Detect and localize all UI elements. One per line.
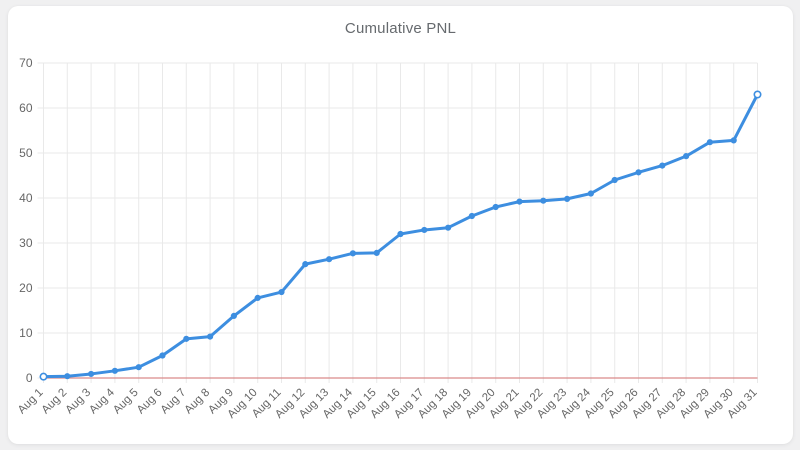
data-point-marker: [135, 364, 142, 371]
data-point-marker: [445, 224, 452, 231]
data-point-marker: [730, 137, 737, 144]
data-point-marker: [468, 212, 475, 220]
data-point-marker: [635, 169, 642, 176]
data-point-marker: [753, 90, 762, 99]
data-point-marker: [611, 176, 618, 184]
x-tick-label: Aug 4: [87, 386, 117, 416]
data-point-marker: [230, 312, 237, 319]
y-tick-label: 10: [19, 326, 33, 340]
data-point-marker: [207, 333, 214, 340]
data-point-marker: [64, 373, 71, 380]
data-point-marker: [706, 139, 714, 146]
data-point-marker: [683, 153, 690, 160]
x-tick-label: Aug 2: [40, 387, 70, 417]
data-point-marker: [111, 367, 119, 374]
y-tick-label: 20: [19, 281, 33, 295]
y-tick-label: 60: [19, 101, 33, 115]
x-tick-label: Aug 8: [182, 387, 212, 417]
y-tick-label: 30: [19, 236, 33, 250]
y-tick-label: 40: [19, 191, 33, 205]
data-point-marker: [278, 288, 285, 296]
data-point-marker: [492, 203, 499, 211]
data-point-marker: [183, 335, 190, 342]
data-point-marker: [397, 230, 404, 238]
chart-title: Cumulative PNL: [344, 20, 457, 37]
data-point-marker: [540, 197, 547, 204]
x-tick-label: Aug 7: [159, 387, 189, 417]
y-tick-label: 50: [19, 146, 33, 160]
data-point-marker: [88, 370, 95, 378]
data-point-marker: [302, 261, 309, 268]
data-point-marker: [659, 162, 666, 169]
data-point-marker: [326, 256, 333, 263]
data-point-marker: [39, 372, 48, 381]
data-point-marker: [373, 249, 380, 256]
data-point-marker: [159, 352, 166, 359]
data-point-marker: [587, 190, 595, 197]
x-tick-label: Aug 3: [63, 387, 93, 417]
y-tick-label: 70: [19, 56, 33, 70]
x-tick-label: Aug 6: [135, 387, 165, 417]
x-tick-label: Aug 1: [16, 387, 46, 417]
data-point-marker: [349, 250, 356, 257]
data-point-marker: [254, 294, 261, 301]
y-tick-label: 0: [26, 371, 33, 385]
data-point-marker: [421, 226, 428, 234]
data-point-marker: [516, 198, 523, 205]
data-point-marker: [564, 195, 571, 202]
x-tick-label: Aug 5: [111, 387, 141, 417]
